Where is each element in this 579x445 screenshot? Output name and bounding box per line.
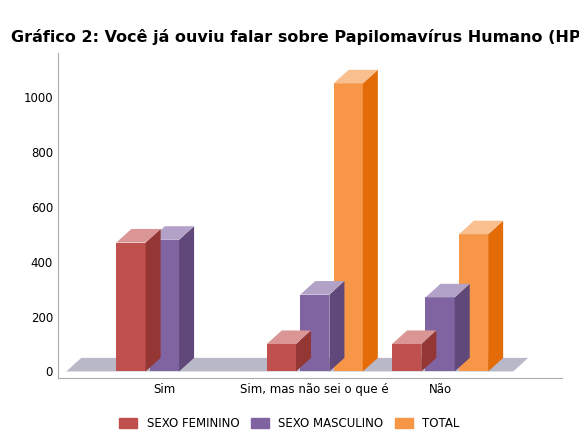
Polygon shape — [455, 284, 470, 372]
Polygon shape — [392, 331, 437, 344]
Polygon shape — [426, 297, 455, 372]
Polygon shape — [300, 281, 345, 295]
Polygon shape — [392, 344, 422, 372]
Polygon shape — [488, 221, 503, 372]
Polygon shape — [267, 344, 296, 372]
Polygon shape — [363, 70, 378, 372]
Title: Gráfico 2: Você já ouviu falar sobre Papilomavírus Humano (HPV)?: Gráfico 2: Você já ouviu falar sobre Pap… — [10, 29, 579, 45]
Polygon shape — [150, 240, 179, 372]
Polygon shape — [300, 295, 329, 372]
Polygon shape — [296, 331, 311, 372]
Legend: SEXO FEMININO, SEXO MASCULINO, TOTAL: SEXO FEMININO, SEXO MASCULINO, TOTAL — [115, 412, 464, 435]
Polygon shape — [459, 235, 488, 372]
Polygon shape — [329, 281, 345, 372]
Polygon shape — [334, 70, 378, 83]
Polygon shape — [422, 331, 437, 372]
Polygon shape — [426, 284, 470, 297]
Polygon shape — [116, 243, 145, 372]
Polygon shape — [459, 221, 503, 235]
Polygon shape — [66, 358, 528, 372]
Polygon shape — [145, 229, 160, 372]
Polygon shape — [179, 226, 194, 372]
Polygon shape — [116, 229, 160, 243]
Polygon shape — [150, 226, 194, 240]
Polygon shape — [334, 83, 363, 372]
Polygon shape — [267, 331, 311, 344]
